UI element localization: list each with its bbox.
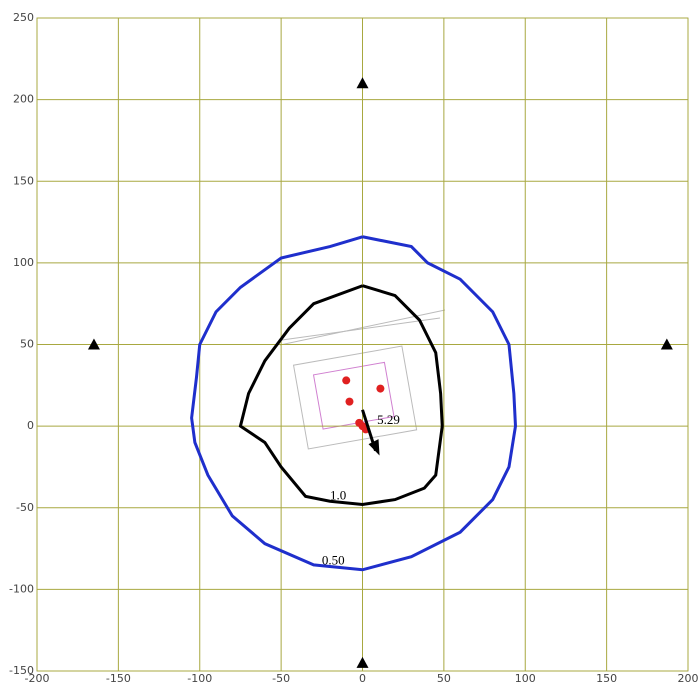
red-point [342, 376, 351, 385]
triangle-marker [356, 656, 369, 668]
contour-label: 5.29 [377, 412, 400, 427]
arrow-head [368, 439, 380, 456]
plan-rail [281, 317, 441, 341]
x-tick-label: 50 [437, 672, 451, 685]
triangle-marker [87, 338, 100, 350]
x-tick-label: 0 [359, 672, 366, 685]
y-tick-label: -150 [9, 664, 34, 677]
x-tick-label: -50 [272, 672, 290, 685]
x-tick-label: -100 [187, 672, 212, 685]
x-tick-label: -150 [106, 672, 131, 685]
y-tick-label: 250 [13, 11, 34, 24]
triangle-marker [356, 77, 369, 89]
contour-label: 1.0 [330, 487, 346, 502]
y-tick-label: 100 [13, 256, 34, 269]
contour-line [238, 284, 444, 506]
y-tick-label: 200 [13, 93, 34, 106]
red-point [355, 418, 364, 427]
y-tick-label: 150 [13, 174, 34, 187]
triangle-marker [660, 338, 673, 350]
red-point [376, 384, 385, 393]
x-tick-label: 100 [515, 672, 536, 685]
x-tick-label: 200 [678, 672, 699, 685]
contour-label: 0.50 [322, 553, 345, 568]
y-tick-label: -100 [9, 582, 34, 595]
x-tick-label: -200 [25, 672, 50, 685]
y-tick-label: 0 [27, 419, 34, 432]
y-tick-label: 50 [20, 338, 34, 351]
red-point [345, 397, 354, 406]
x-tick-label: 150 [596, 672, 617, 685]
plan-outline [292, 345, 418, 450]
y-tick-label: -50 [16, 501, 34, 514]
contour-line [190, 235, 517, 572]
